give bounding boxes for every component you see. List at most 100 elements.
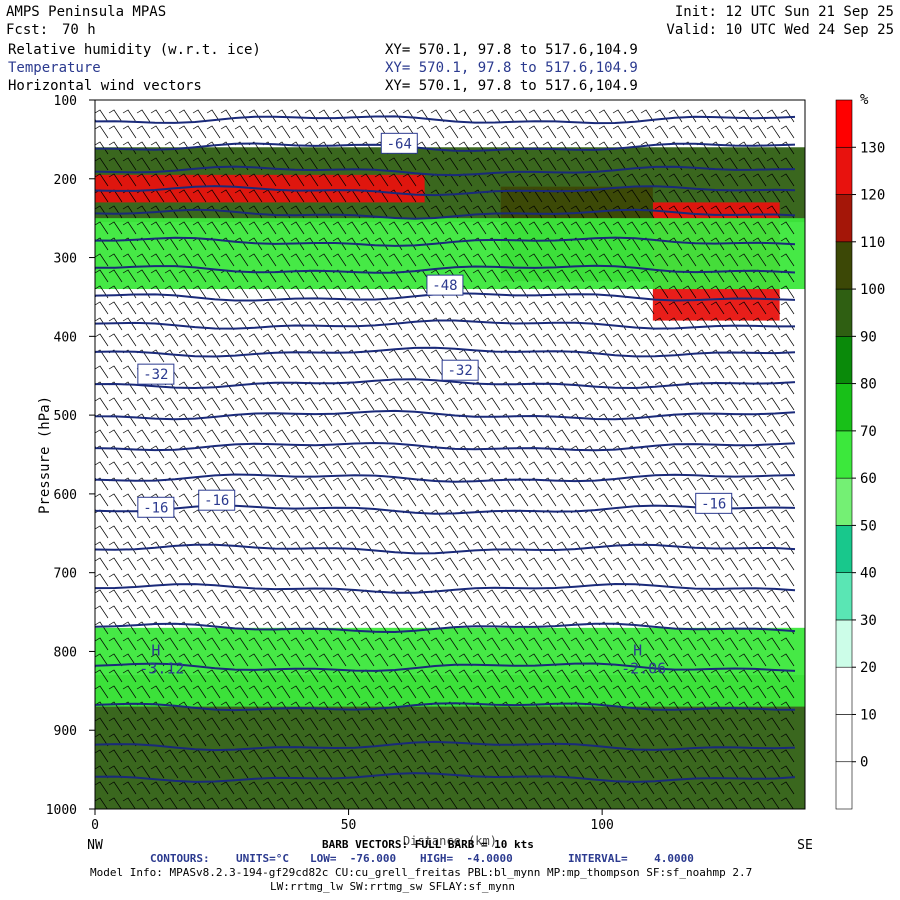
temperature-contour [95,504,796,515]
contours-low: LOW= -76.000 [310,852,397,865]
valid-time: Valid: 10 UTC Wed 24 Sep 25 [666,22,894,38]
temperature-contour [95,142,796,152]
field-name-humidity: Relative humidity (w.r.t. ice) [8,42,261,58]
field-xy-wind: XY= 570.1, 97.8 to 517.6,104.9 [385,78,638,94]
temperature-contour-layer [95,115,796,783]
app-title: AMPS Peninsula MPAS [6,4,167,20]
temperature-contour [95,346,796,358]
forecast-hours: 70 h [62,22,96,38]
y-tick-label: 100 [54,94,77,109]
colorbar-tick-label: 70 [860,424,877,440]
contour-label-box [695,492,733,514]
colorbar-tick-label: 10 [860,707,877,723]
x-tick-label: 100 [590,818,613,833]
contour-label-layer: -64-48-32 -32-16 -16 -16H-3.12H-2.06 [137,132,733,677]
y-tick-label: 300 [54,252,77,267]
y-tick-label: 1000 [46,803,77,818]
colorbar-swatch [835,336,853,384]
colorbar-tick-label: 60 [860,471,877,487]
barb-vectors-note: BARB VECTORS: FULL BARB = 10 kts [322,838,534,851]
colorbar-tick-label: 120 [860,188,885,204]
temperature-contour [95,115,796,125]
colorbar-swatch [835,194,853,243]
contour-label-box [380,132,418,154]
axis-layer: 100 200 300 400 500 600 700 800 900 1000 0 50 100 Dis… [37,94,813,853]
y-axis-label: Pressure (hPa) [37,396,53,514]
temperature-contour [95,662,796,672]
x-axis-label: Distance (km) [403,834,497,848]
temperature-contour [95,409,796,421]
temperature-contour [95,441,796,452]
contour-label-box [441,359,479,381]
contours-high: HIGH= -4.0000 [420,852,513,865]
contour-label: -16 [701,496,726,512]
temperature-contour [95,702,796,712]
contour-label: -16 [143,500,168,516]
field-name-temperature: Temperature [8,60,101,76]
colorbar-unit: % [860,92,869,108]
model-info-line-2: LW:rrtmg_lw SW:rrtmg_sw SFLAY:sf_mynn [270,880,516,893]
high-value: -3.12 [139,659,184,677]
colorbar-swatch [835,572,853,621]
colorbar-tick-label: 40 [860,566,877,582]
colorbar-swatch [835,430,853,479]
contour-label: -32 [143,367,168,383]
temperature-contour [95,740,796,752]
colorbar-swatch [835,477,853,526]
colorbar-tick-label: 110 [860,235,885,251]
contours-interval: INTERVAL= 4.0000 [568,852,694,865]
forecast-label: Fcst: [6,22,49,38]
high-symbol: H [151,641,160,659]
y-tick-label: 500 [54,409,77,424]
contour-label: -48 [432,278,457,294]
colorbar-swatch [835,383,853,432]
contour-label: -16 [204,493,229,509]
colorbar-swatch [835,288,853,337]
colorbar-tick-label: 50 [860,518,877,534]
contour-label-box [137,496,175,518]
temperature-contour [95,473,796,483]
high-value: -2.06 [621,659,666,677]
contour-label: -32 [447,363,472,379]
colorbar-swatch [835,714,853,763]
temperature-contour [95,208,796,220]
temperature-contour [95,582,796,594]
init-time: Init: 12 UTC Sun 21 Sep 25 [674,4,894,20]
model-info-line-1: Model Info: MPASv8.2.3-194-gf29cd82c CU:… [90,866,753,879]
temperature-contour [95,543,796,555]
colorbar-swatch [835,241,853,290]
x-tick-label: 50 [341,818,357,833]
y-tick-label: 200 [54,173,77,188]
temperature-contour [95,622,796,634]
temperature-contour [95,378,796,390]
contours-label: CONTOURS: [150,852,210,865]
field-name-wind: Horizontal wind vectors [8,78,202,94]
x-end-label-left: NW [87,838,103,853]
colorbar-tick-label: 90 [860,329,877,345]
colorbar-tick-label: 100 [860,282,885,298]
colorbar-swatch [835,666,853,715]
field-xy-humidity: XY= 570.1, 97.8 to 517.6,104.9 [385,42,638,58]
contour-label-box [137,363,175,385]
contour-label: -64 [387,136,412,152]
temperature-contour [95,165,796,177]
colorbar-tick-label: 0 [860,755,868,771]
temperature-contour [95,772,796,783]
temperature-contour [95,236,796,247]
temperature-contour [95,319,795,330]
colorbar-tick-label: 30 [860,613,877,629]
colorbar-tick-label: 130 [860,140,885,156]
high-symbol: H [633,641,642,659]
plot-frame [94,99,806,810]
y-tick-label: 600 [54,488,77,503]
y-tick-label: 700 [54,567,77,582]
temperature-contour [95,185,796,197]
field-xy-temperature: XY= 570.1, 97.8 to 517.6,104.9 [385,60,638,76]
temperature-contour [95,264,796,274]
colorbar-swatch [835,761,853,810]
x-tick-label: 0 [91,818,99,833]
y-tick-label: 800 [54,645,77,660]
y-tick-label: 400 [54,330,77,345]
colorbar-tick-label: 80 [860,377,877,393]
